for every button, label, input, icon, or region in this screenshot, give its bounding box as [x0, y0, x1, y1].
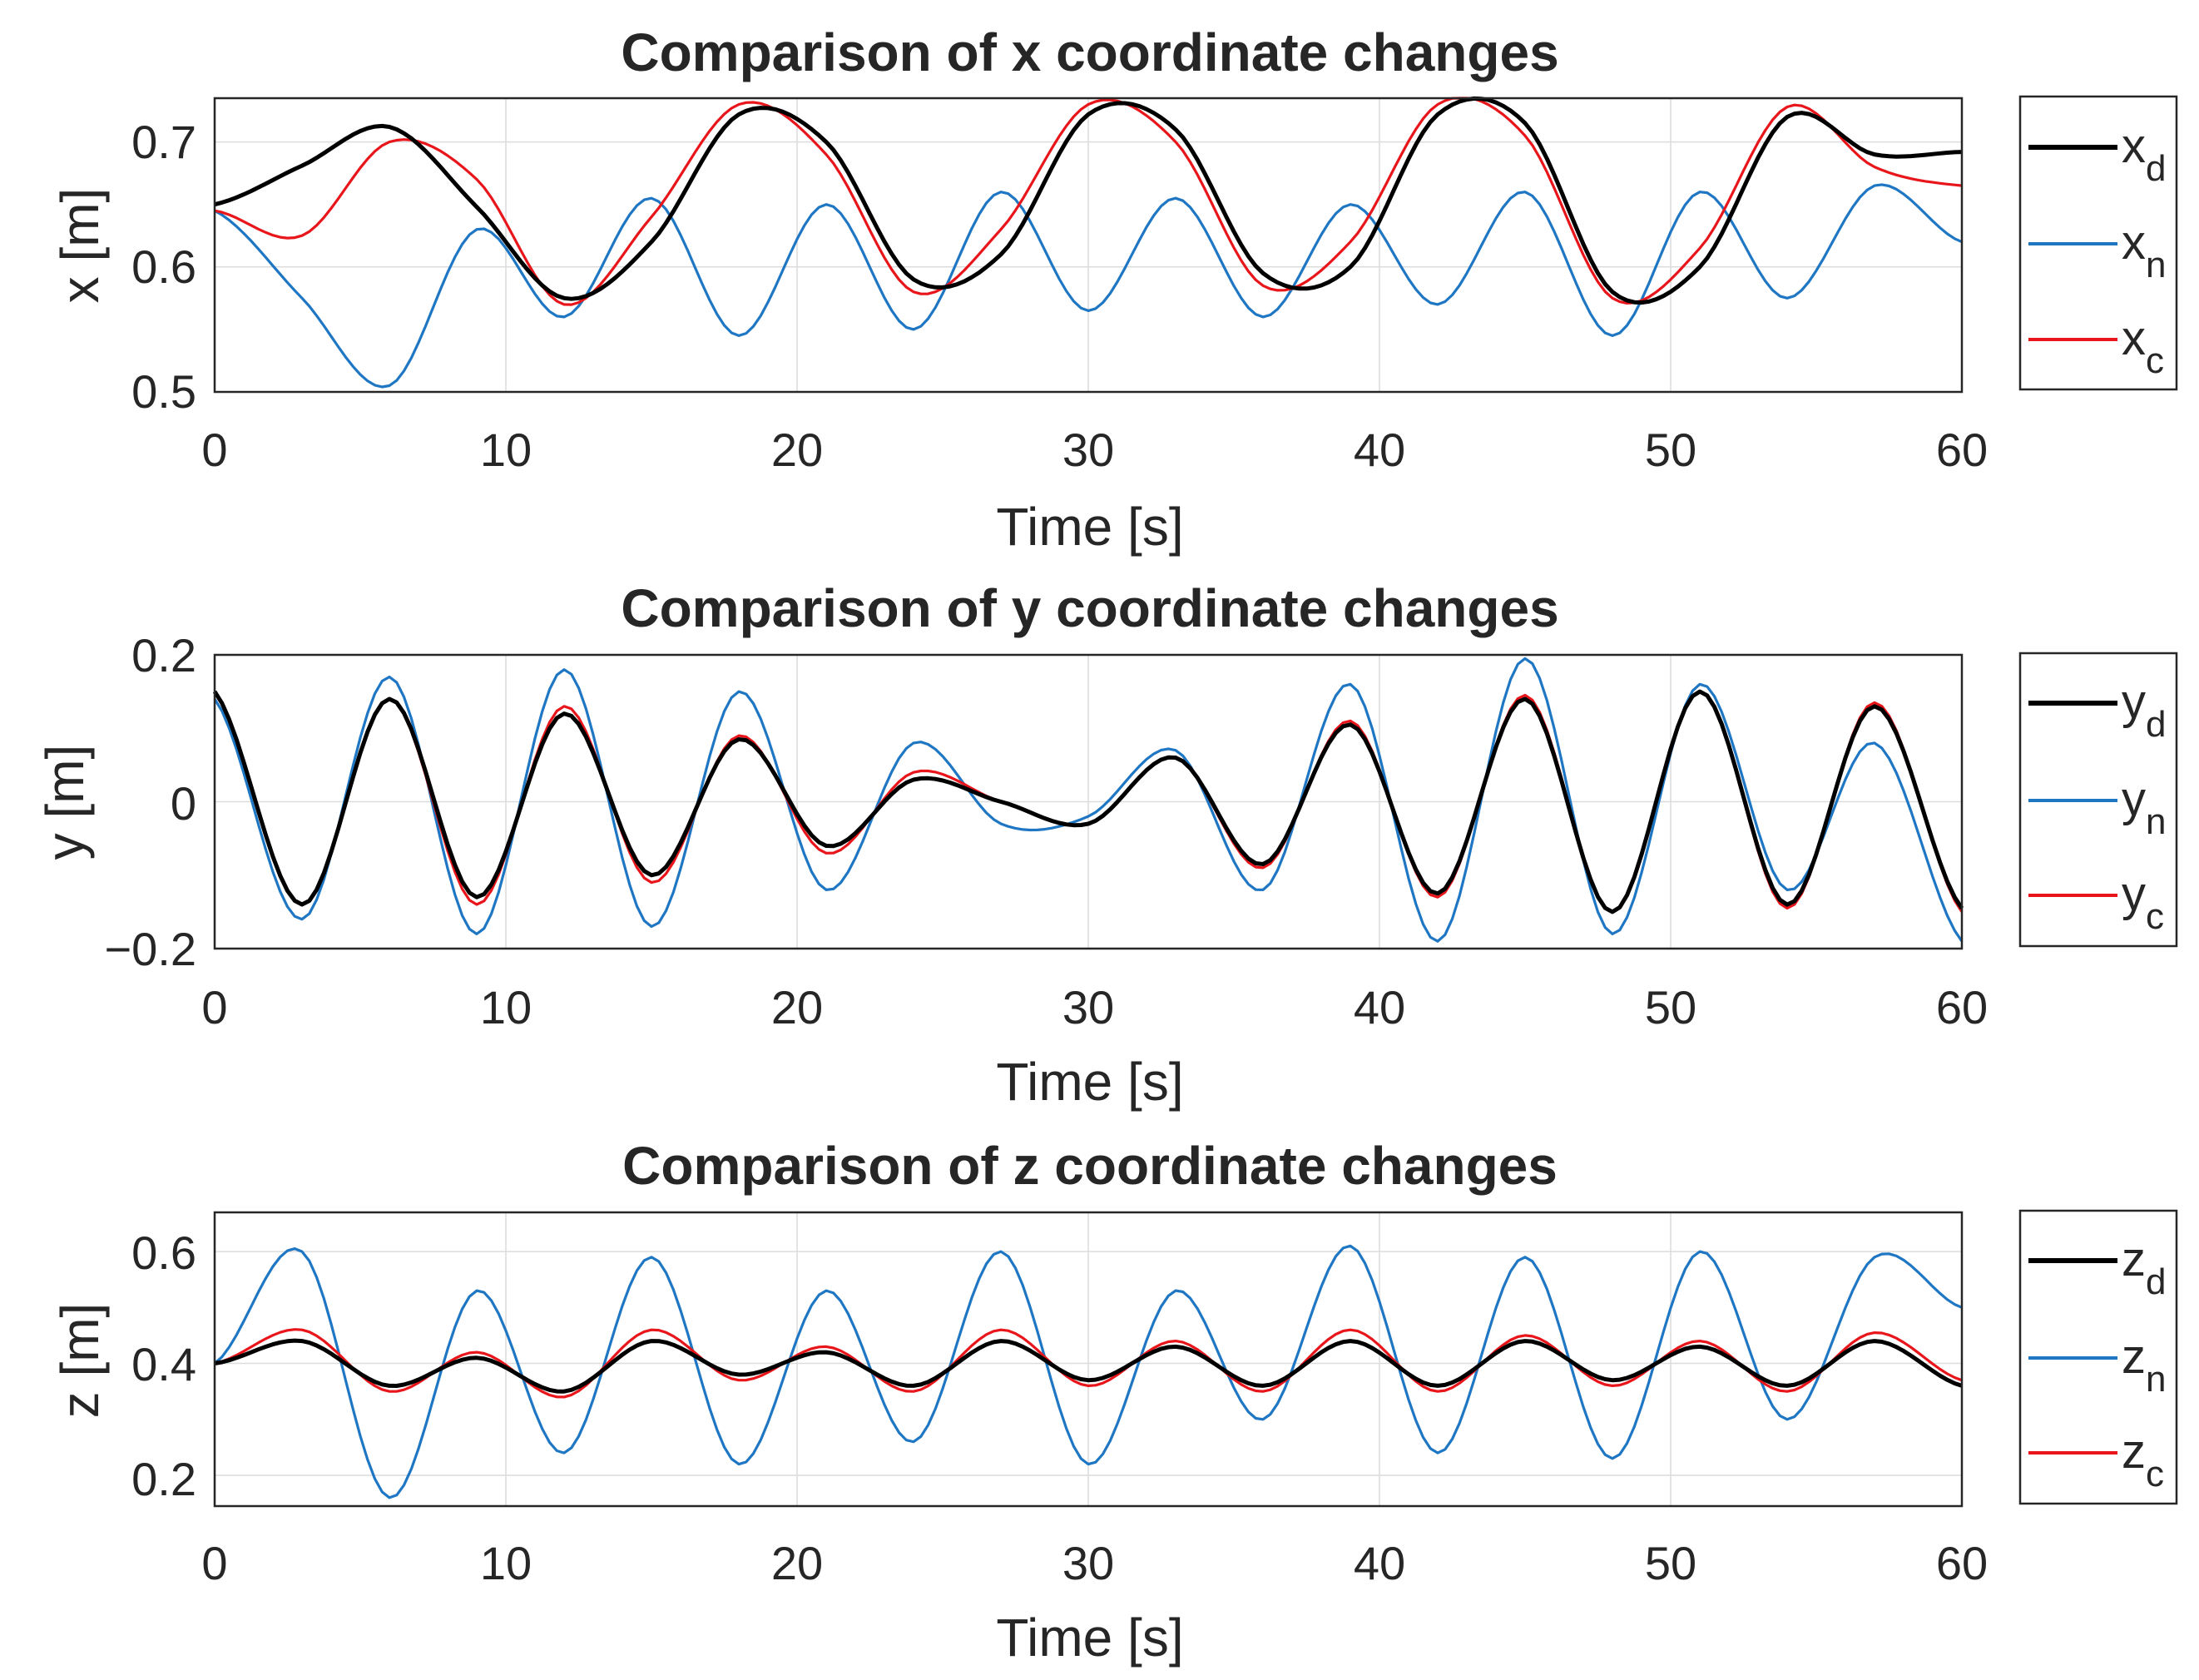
x-ticks-x: 0 10 20 30 40 50 60: [201, 424, 1988, 476]
y-ticks-z: 0.2 0.4 0.6: [131, 1227, 196, 1505]
x-tick-label: 20: [771, 981, 823, 1033]
chart-title-x: Comparison of x coordinate changes: [621, 22, 1558, 82]
axes-box-x: [213, 97, 1964, 394]
legend-label-yc: yc: [2122, 867, 2164, 937]
panel-x: Comparison of x coordinate changes 0.5 0…: [50, 22, 2178, 557]
x-tick-label: 60: [1936, 981, 1988, 1033]
x-tick-label: 0: [201, 1537, 227, 1589]
legend-label-xc: xc: [2122, 311, 2164, 381]
y-axis-label-x: x [m]: [50, 188, 110, 304]
y-ticks-y: −0.2 0 0.2: [104, 629, 196, 975]
legend-y: yd yn yc: [2018, 652, 2178, 948]
y-axis-label-y: y [m]: [35, 745, 95, 860]
y-tick-label: 0.4: [131, 1338, 196, 1390]
x-tick-label: 0: [201, 424, 227, 476]
y-tick-label: 0.2: [131, 1453, 196, 1505]
legend-z: zd zn zc: [2018, 1209, 2178, 1505]
y-tick-label: 0.5: [131, 365, 196, 418]
legend-label-yn: yn: [2122, 772, 2166, 842]
x-tick-label: 50: [1645, 1537, 1696, 1589]
panel-z: Comparison of z coordinate changes 0.2 0…: [50, 1136, 2178, 1668]
x-ticks-y: 0 10 20 30 40 50 60: [201, 981, 1988, 1033]
series-line-zc: [214, 1328, 1963, 1399]
y-tick-label: 0.6: [131, 240, 196, 293]
legend-label-xn: xn: [2122, 216, 2166, 285]
x-tick-label: 50: [1645, 424, 1696, 476]
series-lines-y: [212, 657, 1964, 943]
legend-label-zn: zn: [2122, 1330, 2166, 1400]
legend-label-zc: zc: [2122, 1425, 2164, 1494]
y-tick-label: 0.6: [131, 1227, 196, 1279]
x-tick-label: 40: [1354, 1537, 1405, 1589]
series-line-yd: [212, 689, 1964, 914]
chart-title-y: Comparison of y coordinate changes: [621, 578, 1558, 638]
x-tick-label: 0: [201, 981, 227, 1033]
axes-box-y: [213, 653, 1964, 950]
x-axis-label-z: Time [s]: [996, 1608, 1183, 1668]
y-tick-label: 0: [171, 777, 196, 830]
x-ticks-z: 0 10 20 30 40 50 60: [201, 1537, 1988, 1589]
x-tick-label: 60: [1936, 1537, 1988, 1589]
x-tick-label: 50: [1645, 981, 1696, 1033]
y-tick-label: 0.7: [131, 116, 196, 168]
legend-x: xd xn xc: [2018, 95, 2178, 391]
x-tick-label: 40: [1354, 424, 1405, 476]
x-tick-label: 20: [771, 424, 823, 476]
axes-box-z: [213, 1211, 1964, 1508]
x-tick-label: 20: [771, 1537, 823, 1589]
chart-title-z: Comparison of z coordinate changes: [622, 1136, 1558, 1196]
legend-label-xd: xd: [2122, 119, 2166, 189]
series-line-zd: [214, 1338, 1963, 1394]
series-line-zn: [213, 1244, 1963, 1499]
x-tick-label: 30: [1062, 424, 1114, 476]
x-tick-label: 10: [480, 424, 532, 476]
y-axis-label-z: z [m]: [50, 1303, 110, 1419]
x-tick-label: 30: [1062, 1537, 1114, 1589]
panel-y: Comparison of y coordinate changes −0.2 …: [35, 578, 2178, 1112]
x-axis-label-y: Time [s]: [996, 1052, 1183, 1112]
y-tick-label: 0.2: [131, 629, 196, 681]
x-tick-label: 30: [1062, 981, 1114, 1033]
series-lines-z: [213, 1244, 1963, 1499]
y-tick-label: −0.2: [104, 923, 196, 975]
series-line-xd: [214, 96, 1963, 305]
y-ticks-x: 0.5 0.6 0.7: [131, 116, 196, 418]
series-lines-x: [214, 96, 1963, 389]
x-tick-label: 10: [480, 1537, 532, 1589]
x-tick-label: 10: [480, 981, 532, 1033]
series-line-xn: [214, 183, 1963, 389]
legend-label-yd: yd: [2122, 675, 2166, 745]
legend-label-zd: zd: [2122, 1232, 2166, 1302]
x-tick-label: 60: [1936, 424, 1988, 476]
x-axis-label-x: Time [s]: [996, 497, 1183, 557]
x-tick-label: 40: [1354, 981, 1405, 1033]
series-line-xc: [214, 97, 1963, 306]
